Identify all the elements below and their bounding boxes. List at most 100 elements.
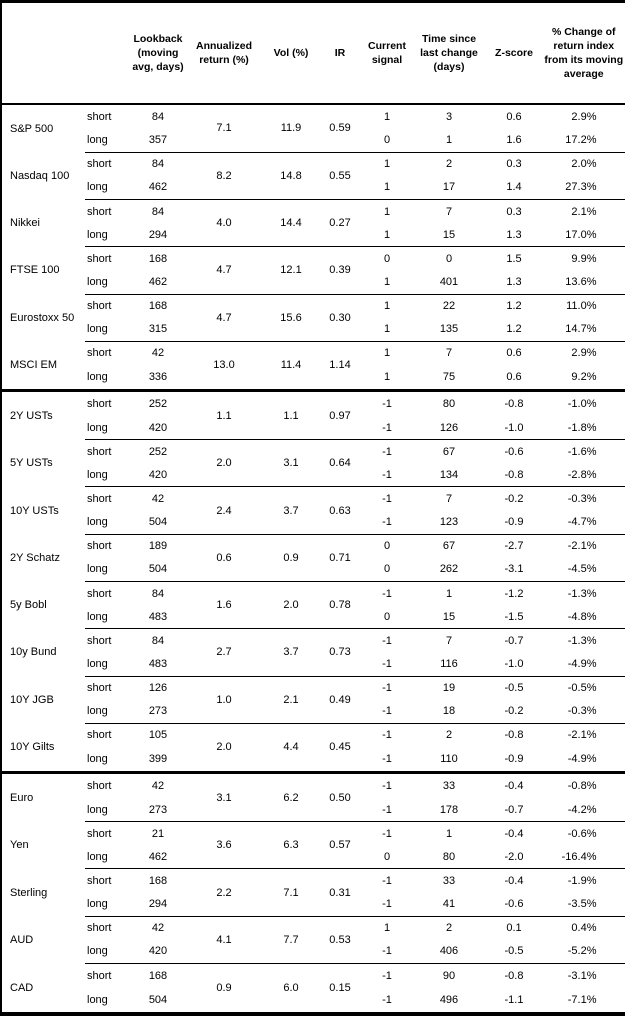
- pct-change-cell: 17.0%: [543, 223, 625, 247]
- horizon-cell: long: [85, 128, 131, 153]
- zscore-cell: -0.5: [485, 675, 543, 700]
- time-since-cell: 67: [413, 533, 485, 558]
- zscore-cell: 1.5: [485, 246, 543, 271]
- pct-change-cell: -1.0%: [543, 389, 625, 417]
- horizon-cell: long: [85, 845, 131, 869]
- asset-row-long: long 399 -1 110 -0.9 -4.9%: [1, 746, 625, 773]
- ir-cell: 0.45: [319, 722, 361, 773]
- horizon-cell: short: [85, 104, 131, 129]
- zscore-cell: 1.3: [485, 223, 543, 247]
- asset-row-short: CAD short 168 0.9 6.0 0.15 -1 90 -0.8 -3.1%: [1, 963, 625, 1014]
- time-since-cell: 2: [413, 722, 485, 747]
- current-signal-cell: -1: [361, 439, 413, 464]
- zscore-cell: 0.6: [485, 104, 543, 129]
- pct-change-cell: 2.1%: [543, 199, 625, 224]
- asset-row-short: 2Y USTs short 252 1.1 1.1 0.97 -1 80 -0.8 -1.0%: [1, 388, 625, 440]
- time-since-cell: 116: [413, 652, 485, 677]
- ir-cell: 0.97: [319, 388, 361, 440]
- asset-name-cell: Yen: [1, 821, 85, 869]
- current-signal-cell: 0: [361, 605, 413, 629]
- asset-name-cell: Sterling: [1, 868, 85, 917]
- pct-change-cell: -4.5%: [543, 557, 625, 582]
- horizon-cell: long: [85, 510, 131, 535]
- time-since-cell: 178: [413, 798, 485, 822]
- pct-change-cell: -4.8%: [543, 605, 625, 629]
- ir-cell: 0.57: [319, 821, 361, 869]
- pct-change-cell: -4.9%: [543, 652, 625, 677]
- pct-change-cell: 9.2%: [543, 364, 625, 391]
- annualized-return-cell: 4.7: [185, 246, 263, 295]
- header-annualized-return: Annualized return (%): [185, 1, 263, 105]
- annualized-return-cell: 1.0: [185, 675, 263, 724]
- lookback-cell: 252: [131, 389, 185, 417]
- pct-change-cell: -4.9%: [543, 746, 625, 773]
- horizon-cell: short: [85, 581, 131, 606]
- time-since-cell: 33: [413, 771, 485, 799]
- asset-name-cell: 5y Bobl: [1, 581, 85, 629]
- zscore-cell: -0.9: [485, 746, 543, 773]
- current-signal-cell: -1: [361, 628, 413, 653]
- lookback-cell: 315: [131, 317, 185, 342]
- annualized-return-cell: 7.1: [185, 104, 263, 153]
- horizon-cell: short: [85, 389, 131, 417]
- zscore-cell: 1.6: [485, 128, 543, 153]
- annualized-return-cell: 4.7: [185, 293, 263, 342]
- zscore-cell: -0.7: [485, 798, 543, 822]
- asset-name-cell: 10y Bund: [1, 628, 85, 677]
- vol-cell: 6.2: [263, 770, 319, 822]
- time-since-cell: 1: [413, 821, 485, 846]
- current-signal-cell: -1: [361, 652, 413, 677]
- zscore-cell: -1.0: [485, 652, 543, 677]
- asset-name-cell: CAD: [1, 963, 85, 1014]
- lookback-cell: 84: [131, 151, 185, 176]
- current-signal-cell: 0: [361, 557, 413, 582]
- lookback-cell: 84: [131, 104, 185, 129]
- horizon-cell: short: [85, 246, 131, 271]
- time-since-cell: 7: [413, 486, 485, 511]
- time-since-cell: 135: [413, 317, 485, 342]
- lookback-cell: 504: [131, 557, 185, 582]
- current-signal-cell: 1: [361, 104, 413, 129]
- ir-cell: 0.50: [319, 770, 361, 822]
- zscore-cell: -0.5: [485, 939, 543, 964]
- zscore-cell: -3.1: [485, 557, 543, 582]
- lookback-cell: 42: [131, 340, 185, 365]
- asset-name-cell: Nikkei: [1, 199, 85, 247]
- asset-row-short: 5Y USTs short 252 2.0 3.1 0.64 -1 67 -0.6 -1.6%: [1, 439, 625, 487]
- asset-row-short: 10Y JGB short 126 1.0 2.1 0.49 -1 19 -0.5 -0.5%: [1, 675, 625, 724]
- zscore-cell: -0.9: [485, 510, 543, 535]
- zscore-cell: -1.5: [485, 605, 543, 629]
- current-signal-cell: 1: [361, 223, 413, 247]
- asset-row-short: 10Y USTs short 42 2.4 3.7 0.63 -1 7 -0.2 -0.3%: [1, 486, 625, 535]
- time-since-cell: 134: [413, 463, 485, 487]
- lookback-cell: 21: [131, 821, 185, 846]
- pct-change-cell: -4.2%: [543, 798, 625, 822]
- current-signal-cell: -1: [361, 987, 413, 1014]
- lookback-cell: 189: [131, 533, 185, 558]
- time-since-cell: 33: [413, 868, 485, 893]
- asset-row-short: AUD short 42 4.1 7.7 0.53 1 2 0.1 0.4%: [1, 915, 625, 964]
- asset-row-long: long 294 1 15 1.3 17.0%: [1, 223, 625, 247]
- asset-row-short: 2Y Schatz short 189 0.6 0.9 0.71 0 67 -2.7 -2.1%: [1, 533, 625, 582]
- annualized-return-cell: 3.6: [185, 821, 263, 869]
- zscore-cell: -2.7: [485, 533, 543, 558]
- asset-name-cell: 10Y USTs: [1, 486, 85, 535]
- zscore-cell: -0.8: [485, 463, 543, 487]
- vol-cell: 7.1: [263, 868, 319, 917]
- annualized-return-cell: 4.1: [185, 915, 263, 964]
- annualized-return-cell: 3.1: [185, 770, 263, 822]
- pct-change-cell: -1.6%: [543, 439, 625, 464]
- lookback-cell: 168: [131, 963, 185, 988]
- asset-row-long: long 504 0 262 -3.1 -4.5%: [1, 557, 625, 582]
- asset-row-short: Yen short 21 3.6 6.3 0.57 -1 1 -0.4 -0.6%: [1, 821, 625, 869]
- asset-row-long: long 504 -1 123 -0.9 -4.7%: [1, 510, 625, 535]
- time-since-cell: 41: [413, 892, 485, 917]
- asset-name-cell: S&P 500: [1, 104, 85, 153]
- lookback-cell: 273: [131, 798, 185, 822]
- lookback-cell: 462: [131, 845, 185, 869]
- asset-row-long: long 336 1 75 0.6 9.2%: [1, 364, 625, 391]
- current-signal-cell: -1: [361, 463, 413, 487]
- annualized-return-cell: 0.6: [185, 533, 263, 582]
- horizon-cell: long: [85, 746, 131, 773]
- annualized-return-cell: 1.1: [185, 388, 263, 440]
